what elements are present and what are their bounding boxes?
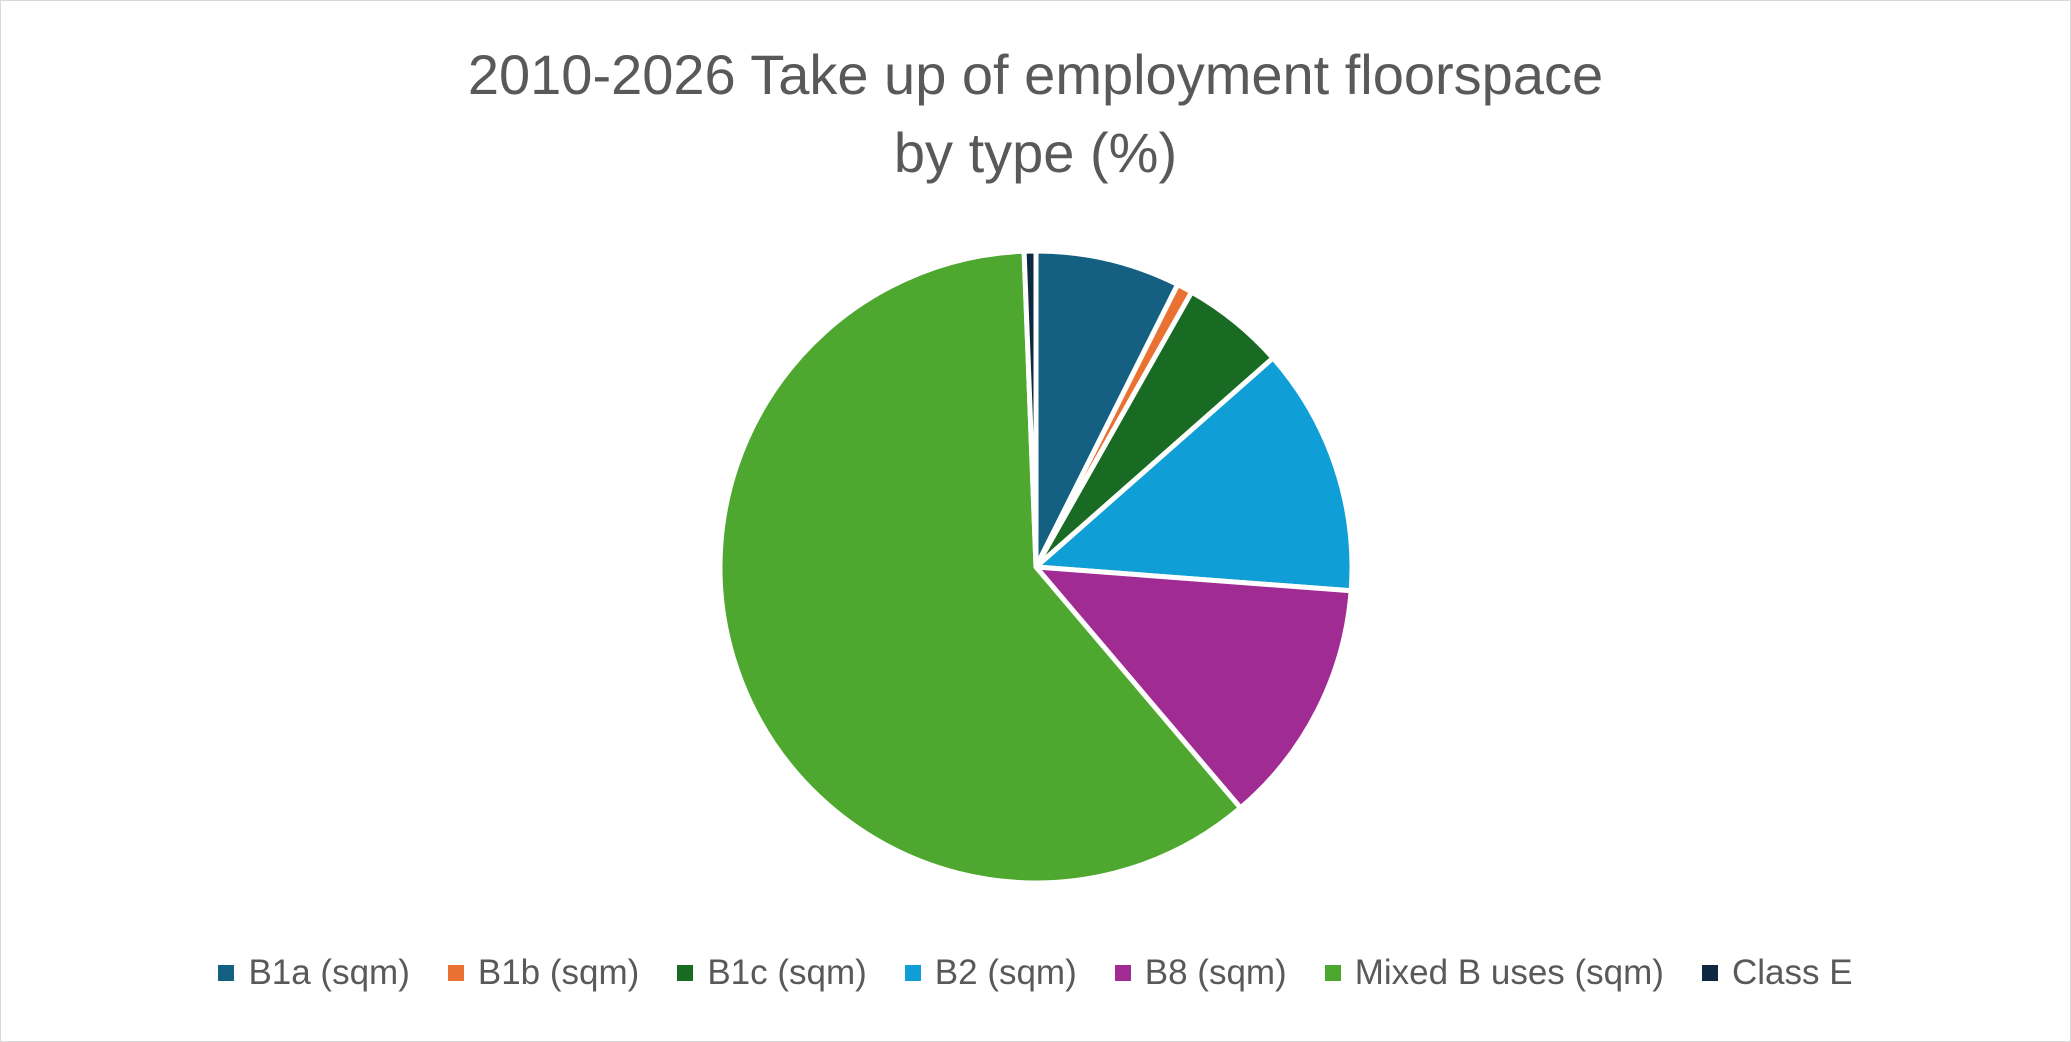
chart-title: 2010-2026 Take up of employment floorspa… (0, 36, 2071, 192)
legend-item-b8: B8 (sqm) (1114, 950, 1287, 996)
legend-label-class-e: Class E (1731, 953, 1853, 992)
legend-item-b2: B2 (sqm) (904, 950, 1077, 996)
pie-slice-class-e (1021, 248, 1039, 570)
chart-title-line-2: by type (%) (893, 121, 1178, 184)
legend-label-b1c: B1c (sqm) (707, 953, 867, 992)
legend-swatch-b1b (447, 965, 464, 981)
legend-swatch-mixed-b-uses (1324, 965, 1341, 981)
legend-item-mixed-b-uses: Mixed B uses (sqm) (1324, 950, 1664, 996)
legend-item-class-e: Class E (1701, 950, 1853, 996)
legend-label-b1a: B1a (sqm) (248, 953, 410, 992)
legend-swatch-class-e (1701, 965, 1718, 981)
legend-swatch-b1a (218, 965, 235, 981)
chart-title-line-1: 2010-2026 Take up of employment floorspa… (467, 43, 1604, 106)
legend-label-mixed-b-uses: Mixed B uses (sqm) (1354, 953, 1664, 992)
pie-slice-b2 (1033, 355, 1355, 594)
legend: B1a (sqm) B1b (sqm) B1c (sqm) B2 (sqm) B… (0, 950, 2071, 996)
legend-item-b1a: B1a (sqm) (218, 950, 410, 996)
pie-slice-b1a (1033, 248, 1181, 570)
legend-swatch-b8 (1114, 965, 1131, 981)
legend-label-b8: B8 (sqm) (1144, 953, 1287, 992)
legend-label-b2: B2 (sqm) (934, 953, 1077, 992)
legend-item-b1c: B1c (sqm) (677, 950, 867, 996)
pie-slice-mixed-b-uses (717, 248, 1243, 886)
legend-swatch-b1c (677, 965, 694, 981)
pie-slice-b8 (1033, 564, 1354, 811)
legend-item-b1b: B1b (sqm) (447, 950, 640, 996)
legend-label-b1b: B1b (sqm) (477, 953, 640, 992)
legend-swatch-b2 (904, 965, 921, 981)
